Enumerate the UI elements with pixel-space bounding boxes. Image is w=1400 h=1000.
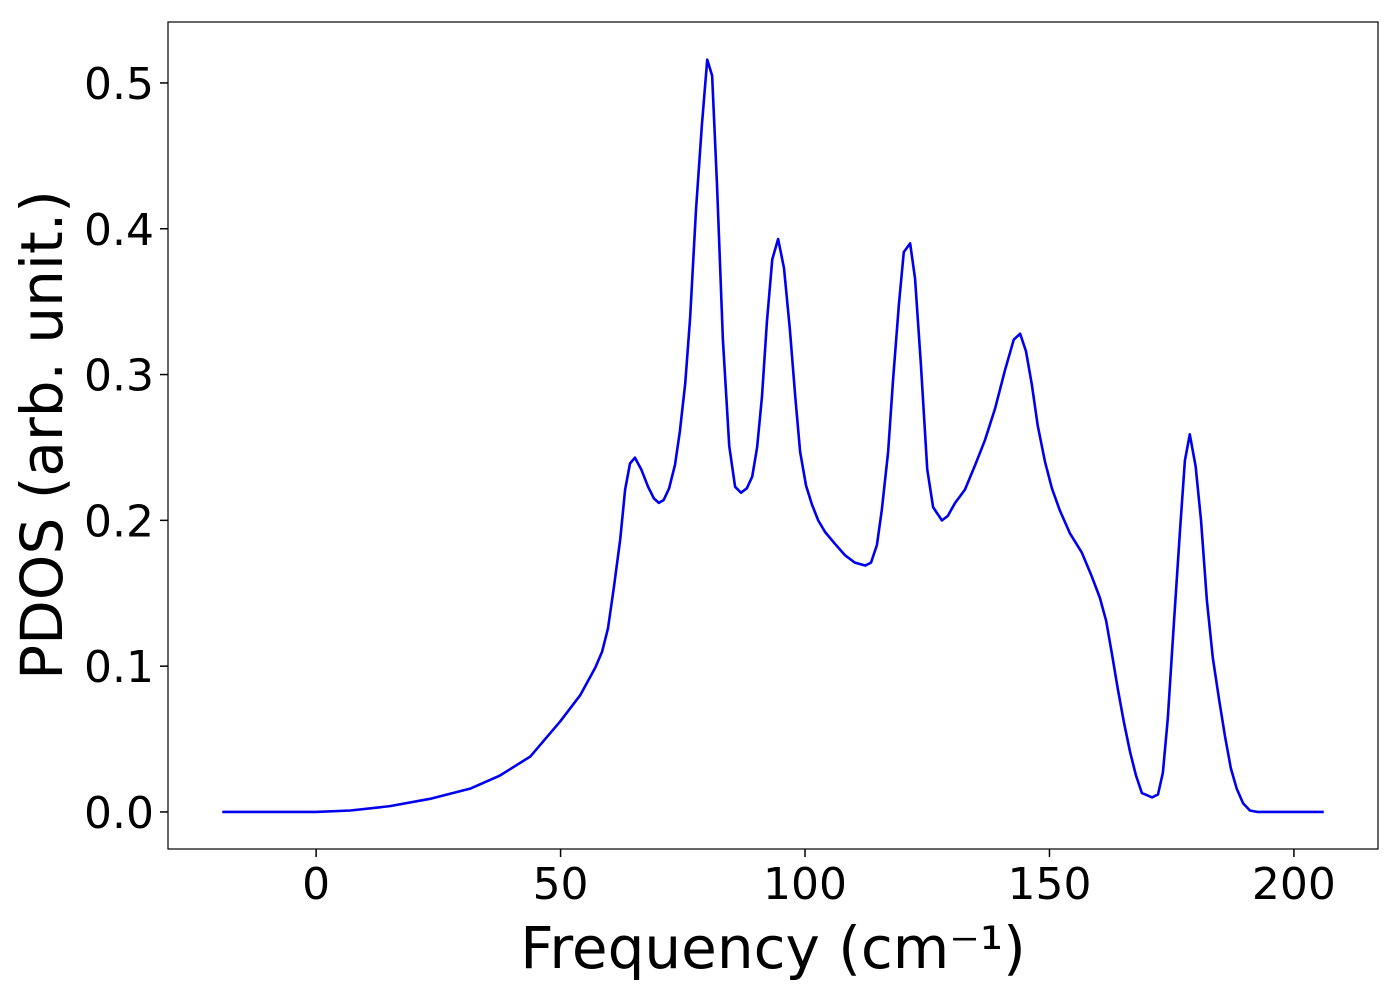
y-tick-label: 0.0 bbox=[84, 788, 154, 839]
x-tick-label: 200 bbox=[1252, 859, 1336, 910]
y-tick-label: 0.4 bbox=[84, 205, 154, 256]
y-axis-label: PDOS (arb. unit.) bbox=[8, 190, 76, 680]
plot-frame bbox=[167, 21, 1379, 850]
y-tick-label: 0.2 bbox=[84, 496, 154, 547]
x-tick-label: 50 bbox=[533, 859, 589, 910]
x-axis-label: Frequency (cm⁻¹) bbox=[520, 914, 1026, 982]
pdos-line bbox=[222, 58, 1324, 814]
y-tick-label: 0.5 bbox=[84, 59, 154, 110]
y-tick-label: 0.3 bbox=[84, 351, 154, 402]
x-tick-label: 0 bbox=[302, 859, 330, 910]
x-tick-label: 100 bbox=[763, 859, 847, 910]
y-tick-label: 0.1 bbox=[84, 642, 154, 693]
x-tick-label: 150 bbox=[1007, 859, 1091, 910]
